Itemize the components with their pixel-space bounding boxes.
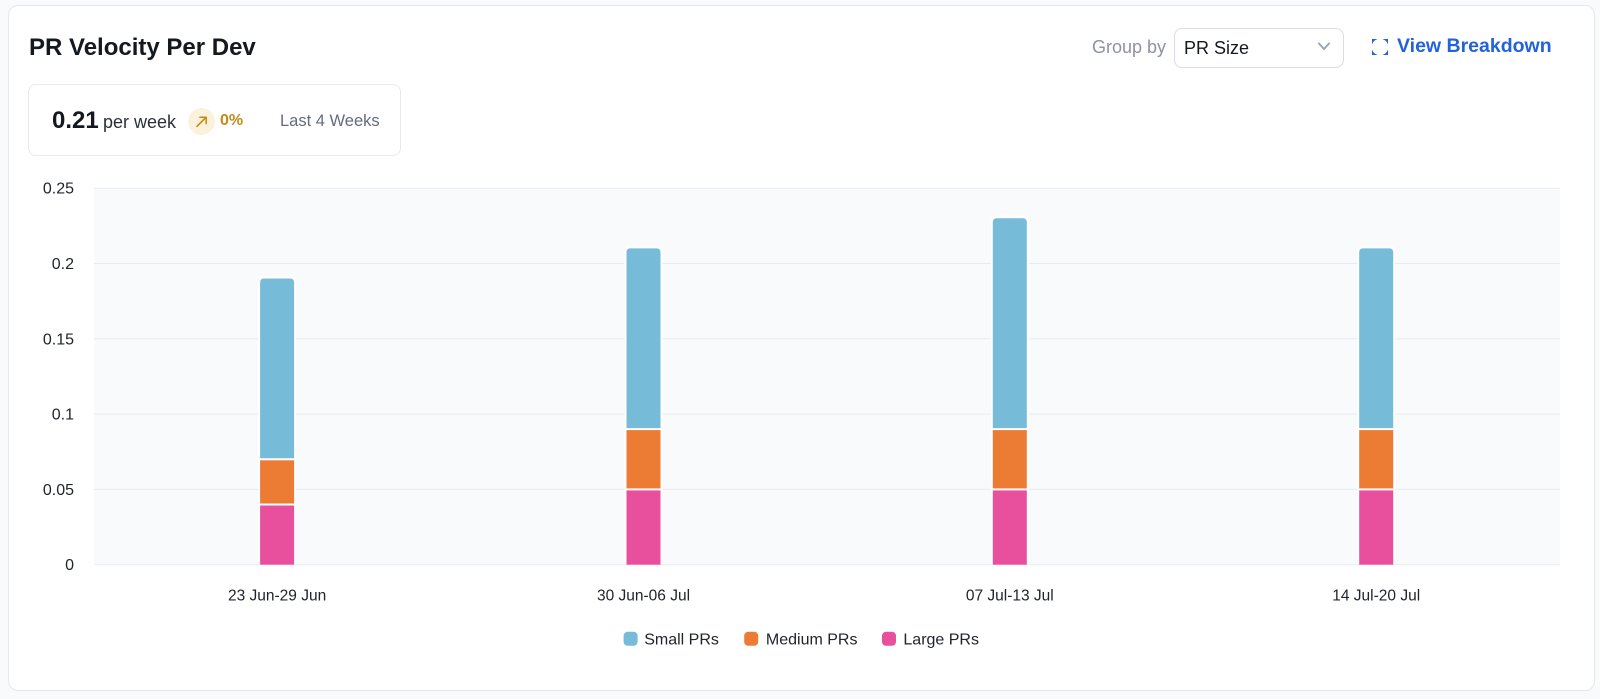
- svg-text:23 Jun-29 Jun: 23 Jun-29 Jun: [228, 588, 326, 605]
- svg-text:0.15: 0.15: [43, 331, 74, 348]
- svg-text:0.2: 0.2: [52, 256, 74, 273]
- svg-text:0.25: 0.25: [43, 181, 74, 198]
- svg-text:Medium PRs: Medium PRs: [766, 632, 858, 649]
- svg-text:07 Jul-13 Jul: 07 Jul-13 Jul: [966, 588, 1054, 605]
- svg-text:0.05: 0.05: [43, 482, 74, 499]
- svg-text:Small PRs: Small PRs: [644, 632, 719, 649]
- svg-text:0.1: 0.1: [52, 407, 74, 424]
- svg-text:0: 0: [65, 557, 74, 574]
- svg-text:14 Jul-20 Jul: 14 Jul-20 Jul: [1332, 588, 1420, 605]
- svg-text:30 Jun-06 Jul: 30 Jun-06 Jul: [597, 588, 690, 605]
- svg-text:Large PRs: Large PRs: [903, 632, 979, 649]
